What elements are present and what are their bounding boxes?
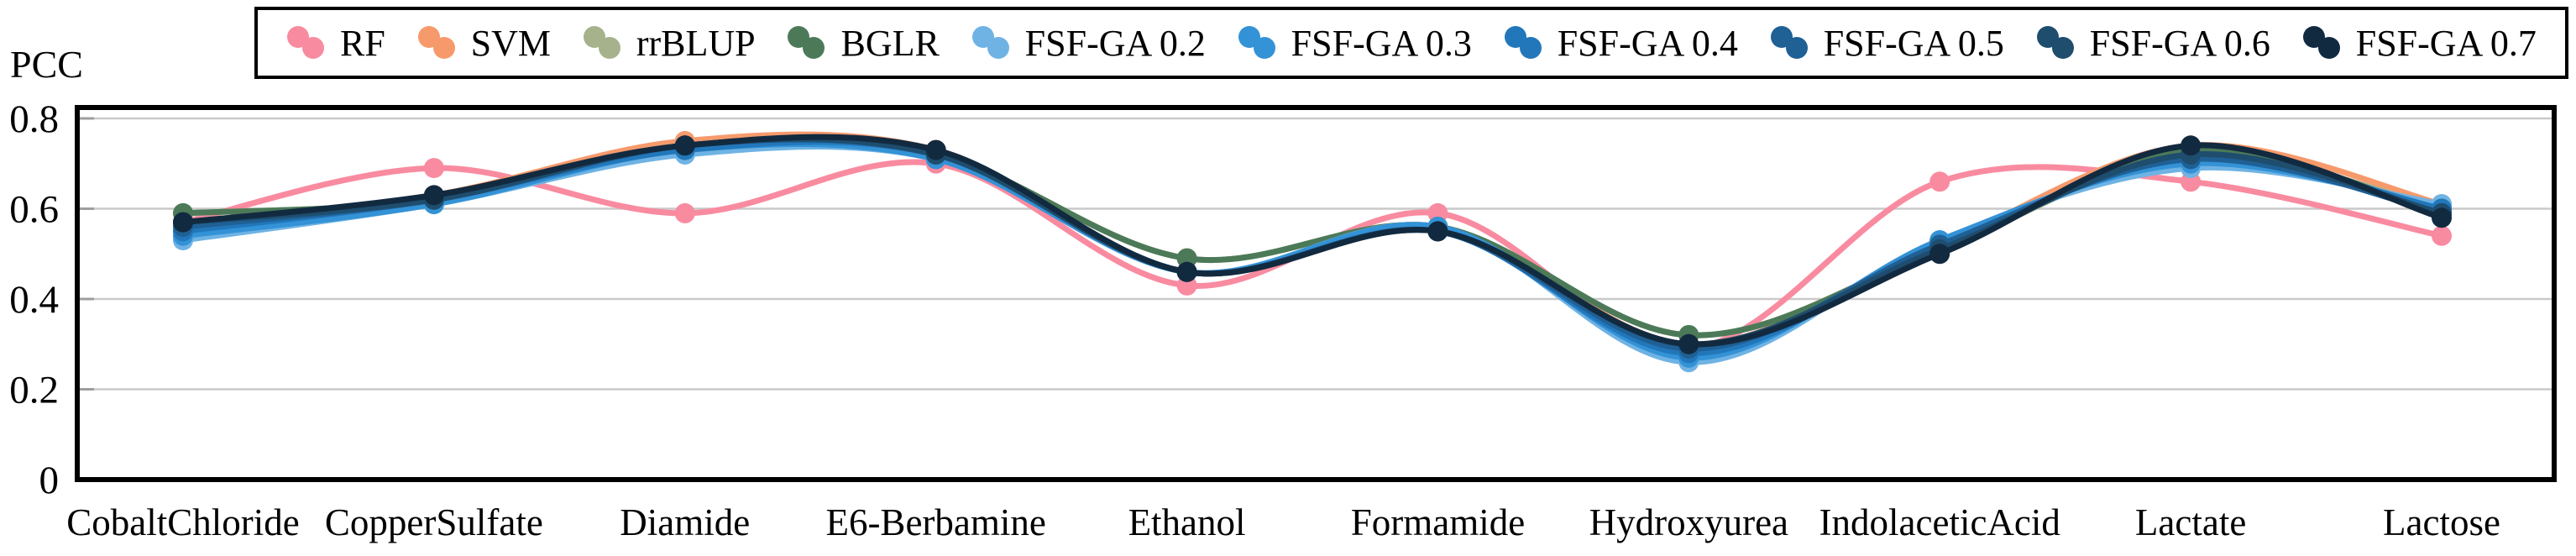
legend-series-marker-icon — [2036, 26, 2074, 59]
legend-series-marker-icon — [417, 26, 455, 59]
x-category-label-e6-berbamine: E6-Berbamine — [825, 501, 1045, 543]
legend-item-fsf-ga-0-3: FSF-GA 0.3 — [1238, 22, 1472, 65]
legend-label: RF — [340, 22, 385, 64]
legend-series-marker-icon — [2302, 26, 2340, 59]
series-line-rf — [180, 159, 2445, 352]
x-category-label-ethanol: Ethanol — [1128, 501, 1246, 543]
legend-label: FSF-GA 0.4 — [1557, 22, 1738, 64]
legend-item-fsf-ga-0-5: FSF-GA 0.5 — [1770, 22, 2004, 65]
series-marker-fsf-ga-0-7 — [1929, 244, 1950, 265]
y-tick-label: 0.2 — [9, 369, 59, 412]
series-marker-fsf-ga-0-7 — [2432, 207, 2452, 228]
legend-label: BGLR — [840, 22, 940, 64]
legend-item-rrblup: rrBLUP — [583, 22, 756, 65]
legend-label: FSF-GA 0.7 — [2355, 22, 2537, 64]
x-category-label-hydroxyurea: Hydroxyurea — [1589, 501, 1788, 543]
y-tick-label: 0.8 — [9, 97, 59, 141]
x-category-label-diamide: Diamide — [620, 501, 750, 543]
legend-label: SVM — [470, 22, 552, 64]
series-marker-fsf-ga-0-7 — [1176, 261, 1197, 282]
series-line-fsf-ga-0-7 — [180, 134, 2445, 348]
series-marker-fsf-ga-0-7 — [1427, 221, 1448, 242]
series-marker-fsf-ga-0-7 — [2181, 135, 2202, 156]
legend-label: FSF-GA 0.6 — [2089, 22, 2270, 64]
series-group — [173, 130, 2452, 373]
series-marker-rf — [674, 202, 695, 223]
x-category-label-lactose: Lactose — [2383, 501, 2500, 543]
y-axis-title: PCC — [10, 43, 83, 86]
legend-item-rf: RF — [286, 22, 385, 65]
legend-series-marker-icon — [583, 26, 620, 59]
legend: RF SVM rrBLUP BGLR FSF-GA 0.2 FSF-GA 0.3 FSF-G… — [254, 7, 2568, 79]
legend-series-marker-icon — [1504, 26, 1542, 59]
x-category-label-formamide: Formamide — [1351, 501, 1525, 543]
y-tick-label: 0.4 — [9, 278, 59, 322]
y-tick-label: 0 — [39, 459, 60, 502]
series-marker-rf — [2432, 225, 2452, 246]
legend-label: FSF-GA 0.3 — [1291, 22, 1472, 64]
x-category-label-lactate: Lactate — [2135, 501, 2246, 543]
x-category-label-indolaceticacid: IndolaceticAcid — [1819, 501, 2060, 543]
series-marker-fsf-ga-0-7 — [674, 135, 695, 156]
legend-series-marker-icon — [971, 26, 1009, 59]
series-marker-fsf-ga-0-7 — [1678, 333, 1699, 354]
legend-series-marker-icon — [1770, 26, 1808, 59]
legend-series-marker-icon — [1238, 26, 1275, 59]
legend-item-bglr: BGLR — [787, 22, 940, 65]
legend-item-fsf-ga-0-6: FSF-GA 0.6 — [2036, 22, 2270, 65]
plot-frame — [75, 105, 2557, 482]
legend-item-svm: SVM — [417, 22, 551, 65]
legend-series-marker-icon — [788, 26, 825, 59]
x-category-label-coppersulfate: CopperSulfate — [325, 501, 543, 543]
series-marker-fsf-ga-0-7 — [925, 139, 946, 160]
legend-item-fsf-ga-0-7: FSF-GA 0.7 — [2302, 22, 2537, 65]
legend-label: FSF-GA 0.5 — [1823, 22, 2004, 64]
legend-series-marker-icon — [287, 26, 324, 59]
legend-item-fsf-ga-0-4: FSF-GA 0.4 — [1504, 22, 1738, 65]
series-marker-fsf-ga-0-7 — [173, 212, 193, 233]
series-marker-rf — [1929, 171, 1950, 192]
x-category-label-cobaltchloride: CobaltChloride — [66, 501, 299, 543]
y-tick-label: 0.6 — [9, 188, 59, 232]
legend-label: FSF-GA 0.2 — [1024, 22, 1206, 64]
series-marker-rf — [423, 158, 444, 179]
series-marker-fsf-ga-0-7 — [423, 185, 444, 206]
legend-item-fsf-ga-0-2: FSF-GA 0.2 — [971, 22, 1206, 65]
legend-label: rrBLUP — [636, 22, 756, 64]
